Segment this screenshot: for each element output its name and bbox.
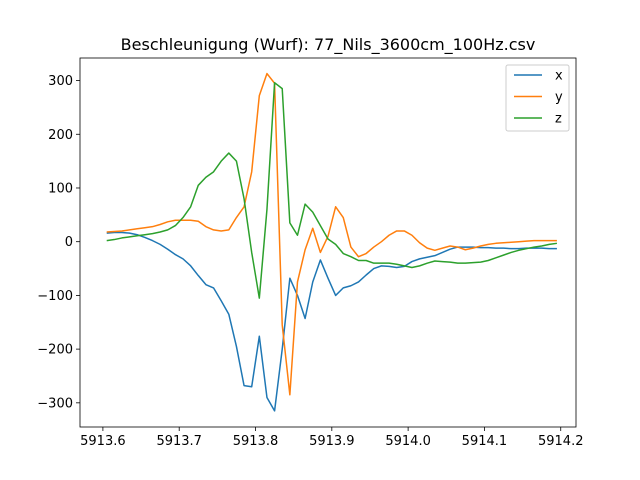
plot-area — [79, 57, 577, 428]
axes-background — [80, 58, 576, 427]
y-tick-label: 200 — [48, 128, 73, 143]
x-tick-label: 5914.0 — [385, 434, 431, 449]
x-tick-label: 5913.9 — [309, 434, 355, 449]
chart-title: Beschleunigung (Wurf): 77_Nils_3600cm_10… — [121, 35, 536, 55]
x-tick-label: 5914.2 — [538, 434, 584, 449]
legend-label-x: x — [555, 69, 563, 84]
x-tick-label: 5914.1 — [462, 434, 508, 449]
y-tick-label: 300 — [48, 74, 73, 89]
series-line-z — [106, 81, 558, 299]
y-tick-label: 0 — [65, 235, 73, 250]
x-tick-label: 5913.6 — [80, 434, 126, 449]
x-axis-ticks: 5913.6 5913.7 5913.8 5913.9 5914.0 5914.1 5914… — [80, 427, 583, 449]
y-axis-ticks: −300 −200 −100 0 100 200 300 — [37, 74, 80, 411]
y-tick-label: −300 — [37, 396, 73, 411]
series-line-y — [106, 72, 557, 396]
legend: xyz — [505, 64, 570, 132]
legend-box — [505, 64, 570, 132]
x-tick-label: 5913.7 — [156, 434, 202, 449]
series-layer — [106, 72, 558, 412]
legend-label-y: y — [555, 90, 563, 105]
legend-label-z: z — [555, 112, 562, 127]
y-tick-label: 100 — [48, 181, 73, 196]
axes-frame — [79, 57, 577, 428]
series-line-x — [106, 231, 557, 412]
y-tick-label: −100 — [37, 289, 73, 304]
y-tick-label: −200 — [37, 343, 73, 358]
x-tick-label: 5913.8 — [233, 434, 279, 449]
